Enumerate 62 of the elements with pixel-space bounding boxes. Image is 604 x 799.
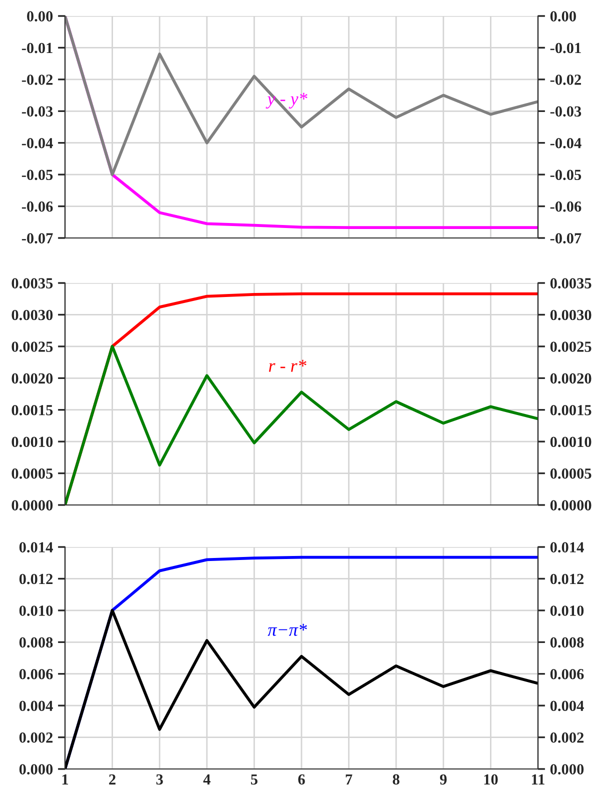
x-tick-label: 11 <box>532 774 544 784</box>
y-tick-label: 0.002 <box>19 732 53 743</box>
y2-tick-label: 0.000 <box>550 764 584 775</box>
x-tick-label: 10 <box>484 774 498 785</box>
y-tick-label: -0.06 <box>22 201 53 212</box>
y2-tick-label: -0.05 <box>550 170 582 180</box>
annotation: r - r* <box>268 360 306 372</box>
y-tick-label: 0.008 <box>19 637 53 648</box>
x-tick-label: 1 <box>62 774 68 784</box>
y-tick-label: 0.0030 <box>12 310 53 320</box>
y2-tick-label: 0.006 <box>550 669 584 680</box>
y-tick-label: -0.03 <box>22 106 53 117</box>
x-tick-label: 8 <box>392 774 400 785</box>
y-tick-label: 0.0005 <box>12 468 53 479</box>
y2-tick-label: -0.01 <box>550 42 581 54</box>
y2-tick-label: 0.0030 <box>550 310 592 320</box>
y2-tick-label: 0.008 <box>550 637 584 648</box>
y-tick-label: 0.006 <box>19 669 53 680</box>
y2-tick-label: 0.014 <box>550 542 584 553</box>
y2-tick-label: 0.0000 <box>550 500 592 511</box>
y-tick-label: 0.0035 <box>12 278 53 289</box>
y2-tick-label: 0.0025 <box>550 342 592 352</box>
y2-tick-label: 0.004 <box>550 700 584 712</box>
x-tick-label: 7 <box>346 774 352 784</box>
y2-tick-label: -0.03 <box>550 106 582 117</box>
y-tick-label: 0.0025 <box>12 342 53 352</box>
y-tick-label: -0.07 <box>22 233 53 244</box>
annotation: y - y* <box>266 92 308 109</box>
x-tick-label: 4 <box>203 774 210 784</box>
y2-tick-label: -0.02 <box>550 74 581 85</box>
y2-tick-label: 0.0005 <box>550 468 592 479</box>
y-tick-label: 0.010 <box>19 606 53 616</box>
x-tick-label: 2 <box>109 774 116 784</box>
y-tick-label: 0.0000 <box>12 500 53 511</box>
y-tick-label: 0.0015 <box>12 405 53 416</box>
y2-tick-label: 0.002 <box>550 732 584 743</box>
y2-tick-label: -0.04 <box>550 138 582 148</box>
x-tick-label: 5 <box>250 774 258 785</box>
annotation: π−π* <box>268 624 307 636</box>
y-tick-label: 0.004 <box>19 700 53 712</box>
y-tick-label: -0.05 <box>22 170 53 180</box>
y2-tick-label: 0.0010 <box>550 436 592 448</box>
y2-tick-label: 0.010 <box>550 606 584 616</box>
y2-tick-label: 0.0035 <box>550 278 592 289</box>
y-tick-label: -0.01 <box>22 42 52 54</box>
y-tick-label: 0.012 <box>19 574 53 584</box>
y2-tick-label: 0.00 <box>550 11 576 22</box>
x-tick-label: 6 <box>298 774 305 785</box>
y-tick-label: -0.02 <box>22 74 53 85</box>
y-tick-label: 0.0020 <box>12 373 53 384</box>
y2-tick-label: -0.06 <box>550 201 582 212</box>
y-tick-label: 0.00 <box>27 11 53 22</box>
y-tick-label: 0.0010 <box>12 436 53 448</box>
x-tick-label: 3 <box>156 774 163 785</box>
y2-tick-label: -0.07 <box>550 233 582 244</box>
y2-tick-label: 0.0020 <box>550 373 592 384</box>
y-tick-label: 0.000 <box>19 764 53 775</box>
y-tick-label: 0.014 <box>19 542 53 553</box>
y-tick-label: -0.04 <box>22 138 53 148</box>
y2-tick-label: 0.012 <box>550 574 584 584</box>
y2-tick-label: 0.0015 <box>550 405 592 416</box>
x-tick-label: 9 <box>440 774 447 785</box>
